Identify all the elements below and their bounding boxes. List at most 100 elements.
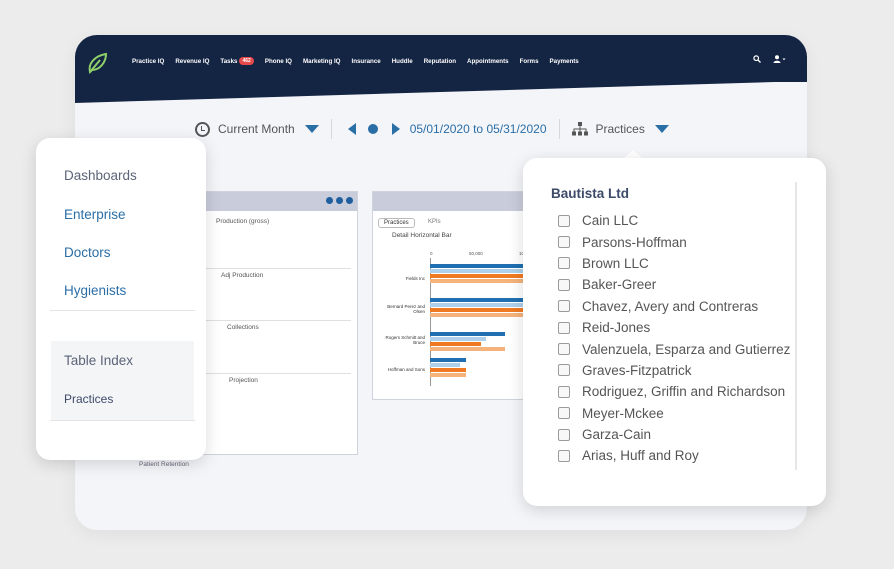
practice-option[interactable]: Baker-Greer bbox=[558, 274, 828, 295]
practice-checkbox[interactable] bbox=[558, 343, 570, 356]
practices-select-label[interactable]: Practices bbox=[595, 122, 645, 136]
menu-item-hygienists[interactable]: Hygienists bbox=[64, 283, 127, 298]
tab-practices[interactable]: Practices bbox=[378, 218, 415, 228]
group-icon[interactable] bbox=[336, 197, 343, 204]
help-icon[interactable] bbox=[326, 197, 333, 204]
bar[interactable] bbox=[430, 274, 530, 278]
practice-option[interactable]: Parsons-Hoffman bbox=[558, 231, 828, 252]
bar[interactable] bbox=[430, 308, 530, 312]
practice-checkbox[interactable] bbox=[558, 364, 570, 377]
nav-item-label: Payments bbox=[549, 57, 579, 65]
nav-item-insurance[interactable]: Insurance bbox=[351, 57, 380, 65]
clock-icon bbox=[195, 121, 210, 137]
practice-option-label: Brown LLC bbox=[582, 255, 649, 271]
expand-icon[interactable] bbox=[346, 197, 353, 204]
bar[interactable] bbox=[430, 303, 530, 307]
bar[interactable] bbox=[430, 363, 460, 367]
bar[interactable] bbox=[430, 313, 530, 317]
practice-checkbox[interactable] bbox=[558, 407, 570, 420]
menu-item-doctors[interactable]: Doctors bbox=[64, 245, 111, 260]
practice-option[interactable]: Chavez, Avery and Contreras bbox=[558, 296, 828, 317]
next-period-icon[interactable] bbox=[391, 123, 400, 135]
nav-item-reputation[interactable]: Reputation bbox=[424, 57, 456, 65]
table-index-section bbox=[51, 341, 194, 421]
practice-checkbox[interactable] bbox=[558, 214, 570, 227]
practice-group-title: Bautista Ltd bbox=[551, 186, 630, 201]
bar[interactable] bbox=[430, 264, 530, 268]
user-menu-icon[interactable] bbox=[773, 55, 787, 63]
practice-option[interactable]: Rodriguez, Griffin and Richardson bbox=[558, 381, 828, 402]
bar[interactable] bbox=[430, 279, 530, 283]
logo-icon[interactable] bbox=[86, 52, 108, 76]
nav-item-payments[interactable]: Payments bbox=[550, 57, 579, 65]
menu-divider bbox=[50, 310, 195, 311]
chart-title: Detail Horizontal Bar bbox=[392, 232, 452, 239]
bar-category-label: Hoffman and Sons bbox=[387, 367, 425, 372]
practice-checkbox[interactable] bbox=[558, 321, 570, 334]
practice-checkbox[interactable] bbox=[558, 278, 570, 291]
bar[interactable] bbox=[430, 373, 466, 377]
bar[interactable] bbox=[430, 368, 466, 372]
bar[interactable] bbox=[430, 358, 466, 362]
chart-panel-header bbox=[373, 192, 531, 211]
practice-checkbox[interactable] bbox=[558, 449, 570, 462]
search-icon[interactable] bbox=[753, 55, 761, 63]
practice-option-label: Parsons-Hoffman bbox=[582, 234, 687, 250]
period-select-label[interactable]: Current Month bbox=[218, 122, 295, 136]
practice-option-list: Cain LLC Parsons-Hoffman Brown LLC Baker-Gr… bbox=[558, 210, 828, 467]
dropdown-scrollbar[interactable] bbox=[795, 182, 797, 470]
bar[interactable] bbox=[430, 342, 481, 346]
practice-option[interactable]: Cain LLC bbox=[558, 210, 828, 231]
practice-option-label: Arias, Huff and Roy bbox=[582, 448, 699, 464]
tab-kpis[interactable]: KPIs bbox=[428, 219, 441, 225]
menu-item-practices[interactable]: Practices bbox=[64, 392, 114, 406]
practices-dropdown-caret-icon[interactable] bbox=[654, 125, 669, 133]
toolbar-divider bbox=[330, 119, 332, 139]
practice-option[interactable]: Arias, Huff and Roy bbox=[558, 445, 828, 466]
bar-category-label: Rogers Schmitt and Bruce bbox=[385, 335, 425, 345]
practice-checkbox[interactable] bbox=[558, 236, 570, 249]
practice-option[interactable]: Meyer-Mckee bbox=[558, 403, 828, 424]
practice-checkbox[interactable] bbox=[558, 300, 570, 313]
menu-divider bbox=[50, 420, 195, 421]
bar[interactable] bbox=[430, 337, 486, 341]
nav-item-revenue-iq[interactable]: Revenue IQ bbox=[175, 57, 209, 65]
nav-item-appointments[interactable]: Appointments bbox=[467, 57, 509, 65]
nav-item-tasks[interactable]: Tasks 462 bbox=[220, 57, 254, 65]
nav-item-label: Reputation bbox=[423, 57, 456, 65]
bar[interactable] bbox=[430, 269, 530, 273]
period-dropdown-caret-icon[interactable] bbox=[304, 125, 319, 133]
dashboards-menu-card: Dashboards Enterprise Doctors Hygienists… bbox=[36, 138, 206, 460]
nav-right-icons bbox=[753, 55, 787, 63]
nav-item-phone-iq[interactable]: Phone IQ bbox=[265, 57, 292, 65]
practice-option[interactable]: Brown LLC bbox=[558, 253, 828, 274]
org-chart-icon bbox=[571, 122, 588, 136]
chart-panel: Practices KPIs Detail Horizontal Bar 0 5… bbox=[372, 191, 532, 400]
current-period-dot-icon[interactable] bbox=[367, 124, 378, 134]
bar[interactable] bbox=[430, 332, 505, 336]
practice-checkbox[interactable] bbox=[558, 257, 570, 270]
nav-item-label: Marketing IQ bbox=[303, 57, 341, 65]
table-index-heading: Table Index bbox=[64, 353, 134, 368]
practice-checkbox[interactable] bbox=[558, 428, 570, 441]
nav-item-huddle[interactable]: Huddle bbox=[392, 57, 413, 65]
practice-option-label: Garza-Cain bbox=[582, 427, 652, 443]
practice-option[interactable]: Graves-Fitzpatrick bbox=[558, 360, 828, 381]
nav-item-forms[interactable]: Forms bbox=[520, 57, 539, 65]
practice-option[interactable]: Garza-Cain bbox=[558, 424, 828, 445]
bar[interactable] bbox=[430, 347, 505, 351]
practice-option-label: Valenzuela, Esparza and Gutierrez bbox=[582, 341, 791, 357]
bar-chart: Fields Inc Bernard Perez and Olsen Rogers … bbox=[373, 192, 533, 401]
chart-y-axis bbox=[430, 258, 431, 386]
nav-item-marketing-iq[interactable]: Marketing IQ bbox=[303, 57, 340, 65]
nav-item-practice-iq[interactable]: Practice IQ bbox=[132, 57, 164, 65]
nav-menu: Practice IQ Revenue IQ Tasks 462 Phone IQ Mar… bbox=[132, 57, 590, 65]
practice-option[interactable]: Reid-Jones bbox=[558, 317, 828, 338]
previous-period-icon[interactable] bbox=[347, 123, 356, 135]
bar[interactable] bbox=[430, 298, 530, 302]
practice-checkbox[interactable] bbox=[558, 385, 570, 398]
practice-option[interactable]: Valenzuela, Esparza and Gutierrez bbox=[558, 338, 828, 359]
bar-category-label: Bernard Perez and Olsen bbox=[387, 304, 425, 314]
menu-item-enterprise[interactable]: Enterprise bbox=[64, 207, 126, 222]
menu-item-dashboards[interactable]: Dashboards bbox=[64, 168, 137, 183]
